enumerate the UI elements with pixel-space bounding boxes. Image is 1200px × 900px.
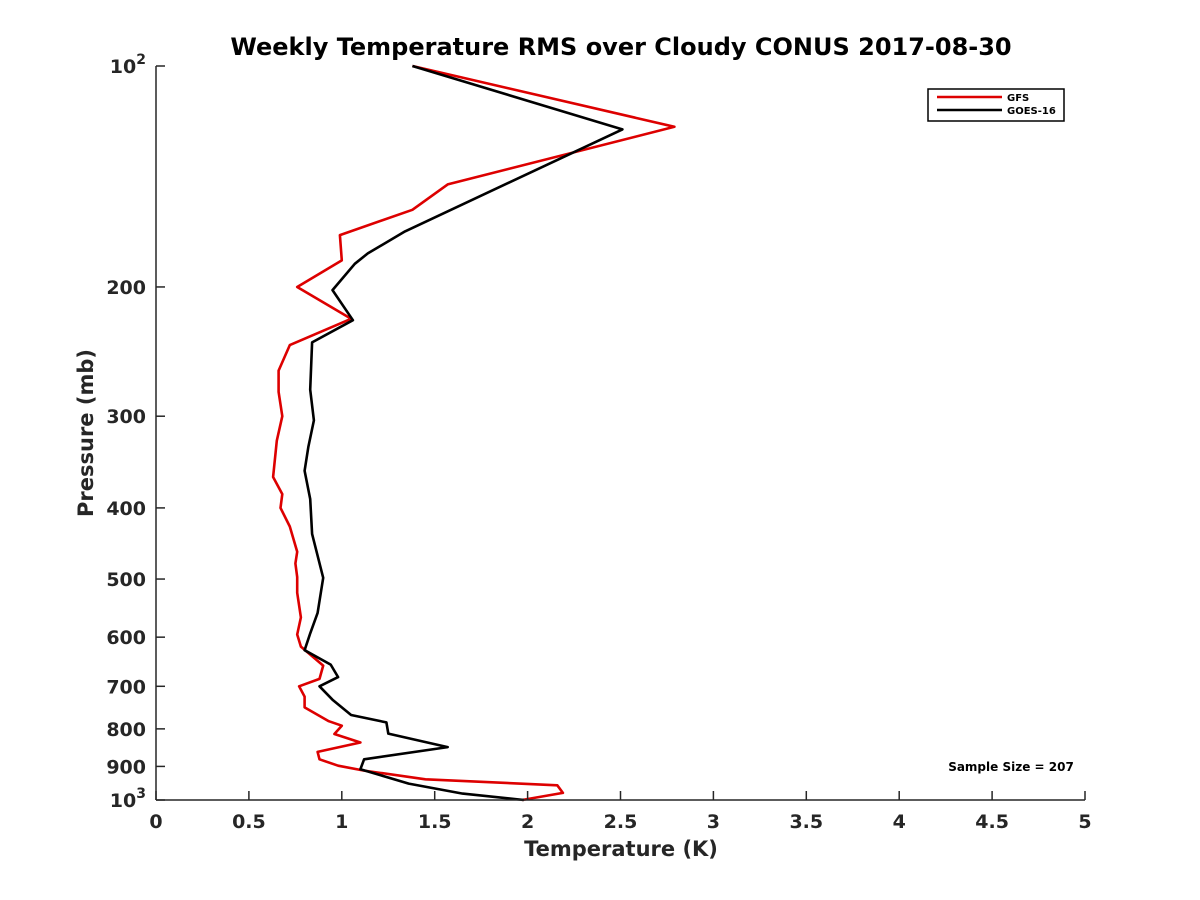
y-tick-label: 103 [110, 786, 146, 812]
legend-label-gfs: GFS [1007, 93, 1029, 104]
legend-label-goes16: GOES-16 [1007, 106, 1056, 117]
x-axis-label: Temperature (K) [524, 837, 718, 861]
x-tick-label: 5 [1078, 811, 1091, 833]
x-ticks: 0 0.5 1 1.5 2 2.5 3 3.5 4 4.5 5 [149, 791, 1092, 833]
x-tick-label: 0.5 [232, 811, 266, 833]
series-line-goes16 [303, 64, 624, 802]
x-tick-label: 3.5 [789, 811, 823, 833]
y-tick-label: 300 [106, 406, 146, 428]
y-tick-label: 200 [106, 277, 146, 299]
legend-box [927, 88, 1065, 122]
y-axis-label: Pressure (mb) [74, 349, 98, 517]
y-tick-label: 700 [106, 676, 146, 698]
x-tick-label: 4 [893, 811, 906, 833]
x-tick-label: 4.5 [975, 811, 1009, 833]
sample-size-annotation: Sample Size = 207 [948, 760, 1074, 774]
x-tick-label: 1.5 [418, 811, 452, 833]
y-tick-label: 600 [106, 627, 146, 649]
y-tick-label: 500 [106, 569, 146, 591]
y-tick-label: 800 [106, 719, 146, 741]
y-tick-label: 400 [106, 498, 146, 520]
x-tick-label: 1 [335, 811, 348, 833]
x-tick-label: 0 [149, 811, 162, 833]
x-tick-label: 2.5 [604, 811, 638, 833]
series-line-gfs [271, 64, 676, 802]
x-tick-label: 2 [521, 811, 534, 833]
y-tick-label: 900 [106, 756, 146, 778]
x-tick-label: 3 [707, 811, 720, 833]
series-layer [271, 64, 676, 802]
legend: GFS GOES-16 [927, 88, 1065, 122]
y-tick-label: 102 [110, 52, 146, 78]
chart-title: Weekly Temperature RMS over Cloudy CONUS… [230, 33, 1011, 61]
y-ticks: 102 200 300 400 500 600 700 800 900 103 [106, 52, 165, 812]
